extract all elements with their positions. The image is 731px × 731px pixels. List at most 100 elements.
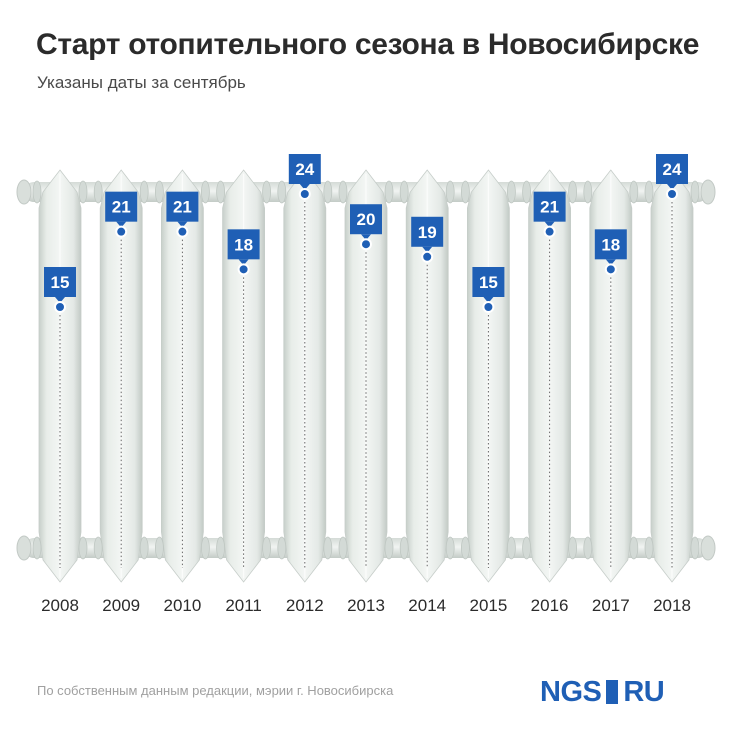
year-label: 2015 (469, 596, 507, 615)
fin-ring (78, 180, 88, 204)
fin-ring (399, 180, 409, 204)
ngs-logo: NGS RU (540, 672, 665, 712)
value-label: 18 (601, 235, 620, 254)
fin-ring (644, 180, 654, 204)
value-point (543, 225, 556, 238)
fin-ring (568, 536, 577, 560)
value-markers: 15 21 21 18 24 20 19 15 21 18 24 (44, 154, 688, 568)
fin-ring (323, 180, 333, 204)
fin-ring (338, 180, 348, 204)
value-point (237, 263, 250, 276)
year-label: 2012 (286, 596, 324, 615)
value-badge (533, 191, 566, 222)
value-label: 18 (234, 235, 253, 254)
fin-ring (568, 180, 577, 204)
year-label: 2008 (41, 596, 79, 615)
fin-ring (338, 536, 348, 560)
value-label: 21 (112, 198, 131, 217)
fin-ring (445, 180, 455, 204)
fin-ring (690, 180, 700, 204)
value-badge-pointer (177, 221, 188, 228)
fin-ring (154, 180, 164, 204)
value-badge (227, 229, 260, 260)
fin-ring (629, 536, 639, 560)
year-label: 2013 (347, 596, 385, 615)
fin-ring (522, 180, 531, 204)
fin-ring (384, 536, 394, 560)
fin-ring (200, 536, 210, 560)
value-label: 15 (479, 273, 498, 292)
fin-ring (690, 536, 700, 560)
fin-ring (522, 536, 531, 560)
fin-ring (93, 536, 103, 560)
year-label: 2010 (163, 596, 201, 615)
value-point (604, 263, 617, 276)
logo-separator (606, 680, 619, 704)
x-axis-labels: 2008 2009 2010 2011 2012 2013 2014 2015 2016 2017… (41, 596, 691, 615)
fin-ring (506, 536, 516, 560)
logo-right-text: RU (623, 675, 665, 708)
pipe-cap (16, 535, 32, 561)
value-badge (105, 191, 138, 222)
value-label: 19 (418, 223, 437, 242)
value-badge (472, 267, 505, 297)
fin-ring (262, 536, 272, 560)
value-badge (350, 204, 382, 235)
value-badge-pointer (299, 184, 310, 190)
fin-ring (445, 536, 455, 560)
fin-ring (460, 180, 470, 204)
fin-ring (139, 536, 149, 560)
value-point (176, 225, 189, 238)
value-badge-pointer (361, 234, 371, 241)
logo-left-text: NGS (540, 675, 602, 708)
fin-ring (139, 180, 149, 204)
fin-ring (384, 180, 394, 204)
fin-ring (32, 180, 42, 204)
fin-ring (629, 180, 639, 204)
value-point (421, 250, 434, 263)
year-label: 2014 (408, 596, 446, 615)
value-badge-pointer (238, 259, 249, 266)
fin-ring (460, 536, 470, 560)
value-badge-pointer (55, 297, 65, 303)
fin-ring (32, 536, 42, 560)
value-badge (411, 216, 444, 247)
value-point (298, 188, 311, 200)
value-badge-pointer (422, 246, 433, 253)
fin-ring (277, 180, 287, 204)
value-point (666, 188, 678, 200)
value-badge (44, 267, 76, 297)
value-point (360, 238, 372, 251)
fin-ring (154, 536, 164, 560)
fin-ring (583, 536, 593, 560)
fin-ring (644, 536, 654, 560)
year-label: 2016 (531, 596, 569, 615)
value-badge-pointer (483, 297, 494, 303)
value-label: 24 (295, 160, 314, 179)
value-point (54, 301, 66, 313)
pipe-cap (700, 179, 716, 205)
value-badge-pointer (116, 221, 127, 228)
value-label: 21 (540, 198, 559, 217)
fin-ring (78, 536, 88, 560)
fin-ring (506, 180, 516, 204)
value-badge-pointer (667, 184, 677, 190)
fin-ring (583, 180, 593, 204)
fin-ring (216, 180, 226, 204)
year-label: 2018 (653, 596, 691, 615)
source-note: По собственным данным редакции, мэрии г.… (37, 683, 394, 698)
chart-title: Старт отопительного сезона в Новосибирск… (36, 28, 700, 61)
value-badge-pointer (544, 221, 555, 228)
fin-ring (216, 536, 226, 560)
pipe-cap (16, 179, 32, 205)
value-point (482, 301, 495, 313)
pipe-cap (700, 535, 716, 561)
value-badge (166, 191, 199, 222)
fin-ring (93, 180, 103, 204)
fin-ring (399, 536, 409, 560)
fin-ring (200, 180, 210, 204)
value-label: 21 (173, 198, 192, 217)
value-badge (656, 154, 688, 184)
fin-ring (323, 536, 333, 560)
